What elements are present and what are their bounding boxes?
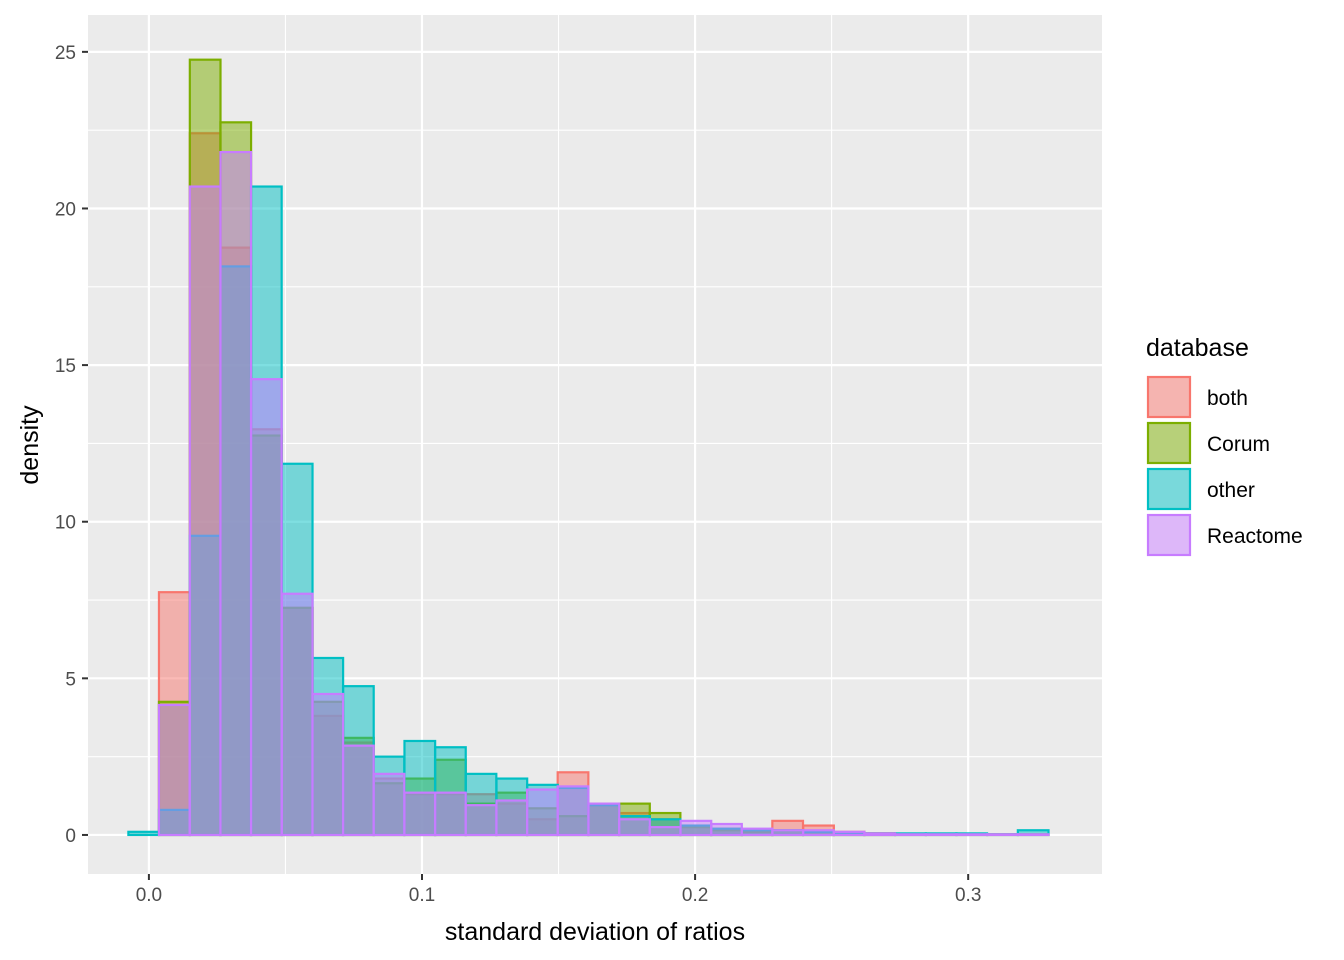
bar-reactome xyxy=(219,150,253,837)
bar-reactome xyxy=(249,378,283,837)
bar-reactome xyxy=(525,788,559,837)
bar-reactome xyxy=(341,744,375,837)
bar-reactome xyxy=(832,830,866,837)
legend: database both Corum other Reactome xyxy=(1146,334,1303,557)
bar-reactome xyxy=(495,799,529,837)
legend-label-both: both xyxy=(1207,387,1248,410)
legend-swatch-other xyxy=(1146,467,1192,511)
y-tick-label: 15 xyxy=(55,356,76,377)
legend-label-reactome: Reactome xyxy=(1207,525,1303,548)
bar-reactome xyxy=(863,832,897,837)
x-tick-label: 0.3 xyxy=(955,885,981,906)
bar-reactome xyxy=(587,802,621,837)
legend-title: database xyxy=(1146,334,1249,362)
bar-other xyxy=(127,830,161,837)
x-axis-title: standard deviation of ratios xyxy=(445,918,745,946)
bar-reactome xyxy=(188,185,222,837)
bar-reactome xyxy=(556,785,590,837)
y-tick-label: 5 xyxy=(65,669,76,690)
x-tick-label: 0.0 xyxy=(136,885,162,906)
legend-label-other: other xyxy=(1207,479,1255,502)
bar-reactome xyxy=(618,818,651,837)
bar-reactome xyxy=(1016,833,1050,837)
bar-reactome xyxy=(771,829,805,837)
histogram-bars xyxy=(127,58,1050,837)
x-tick-label: 0.2 xyxy=(682,885,708,906)
bar-reactome xyxy=(955,833,989,837)
bar-reactome xyxy=(280,592,314,837)
bar-reactome xyxy=(740,827,774,837)
bar-reactome xyxy=(894,833,927,837)
legend-label-corum: Corum xyxy=(1207,433,1270,456)
bar-reactome xyxy=(464,804,498,837)
bar-reactome xyxy=(372,772,406,837)
bar-reactome xyxy=(157,703,191,837)
bar-reactome xyxy=(802,829,835,837)
y-axis-title: density xyxy=(16,405,44,485)
bar-reactome xyxy=(679,819,713,837)
bar-reactome xyxy=(433,791,467,837)
y-tick-label: 25 xyxy=(55,43,76,64)
legend-swatch-corum xyxy=(1146,421,1192,465)
bar-reactome xyxy=(311,692,345,837)
y-tick-label: 20 xyxy=(55,199,76,220)
y-tick-label: 0 xyxy=(65,826,76,847)
legend-swatch-reactome xyxy=(1146,513,1192,557)
series-reactome xyxy=(157,150,1050,837)
x-tick-label: 0.1 xyxy=(409,885,435,906)
bar-reactome xyxy=(403,791,437,837)
y-axis: 0 5 10 15 20 25 xyxy=(55,43,88,847)
x-axis: 0.0 0.1 0.2 0.3 xyxy=(136,874,981,906)
bar-reactome xyxy=(924,833,958,837)
bar-reactome xyxy=(710,822,743,837)
y-tick-label: 10 xyxy=(55,513,76,534)
bar-reactome xyxy=(986,833,1020,837)
bar-reactome xyxy=(648,826,682,837)
legend-swatch-both xyxy=(1146,375,1192,419)
